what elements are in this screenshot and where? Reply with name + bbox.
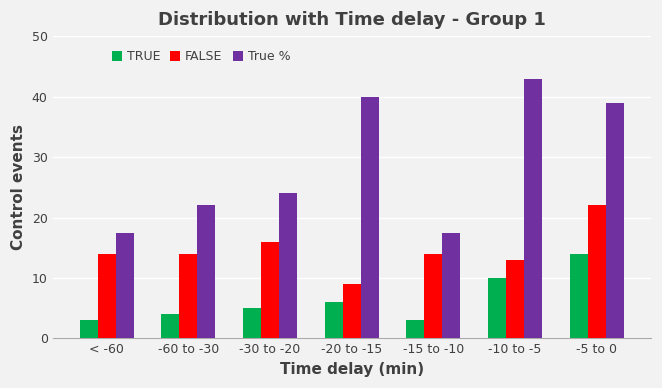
Bar [588,206,606,338]
Bar [406,320,424,338]
Bar [279,193,297,338]
Bar [162,314,179,338]
Title: Distribution with Time delay - Group 1: Distribution with Time delay - Group 1 [158,11,545,29]
Bar [197,206,215,338]
Bar [361,97,379,338]
X-axis label: Time delay (min): Time delay (min) [279,362,424,377]
Bar [606,103,624,338]
Bar [343,284,361,338]
Bar [79,320,98,338]
Bar [261,242,279,338]
Bar [570,254,588,338]
Bar [325,302,343,338]
Bar [179,254,197,338]
Bar [116,233,134,338]
Bar [243,308,261,338]
Y-axis label: Control events: Control events [11,124,26,250]
Bar [98,254,116,338]
Bar [524,78,542,338]
Legend: TRUE, FALSE, True %: TRUE, FALSE, True % [107,45,295,69]
Bar [488,278,506,338]
Bar [442,233,460,338]
Bar [506,260,524,338]
Bar [424,254,442,338]
